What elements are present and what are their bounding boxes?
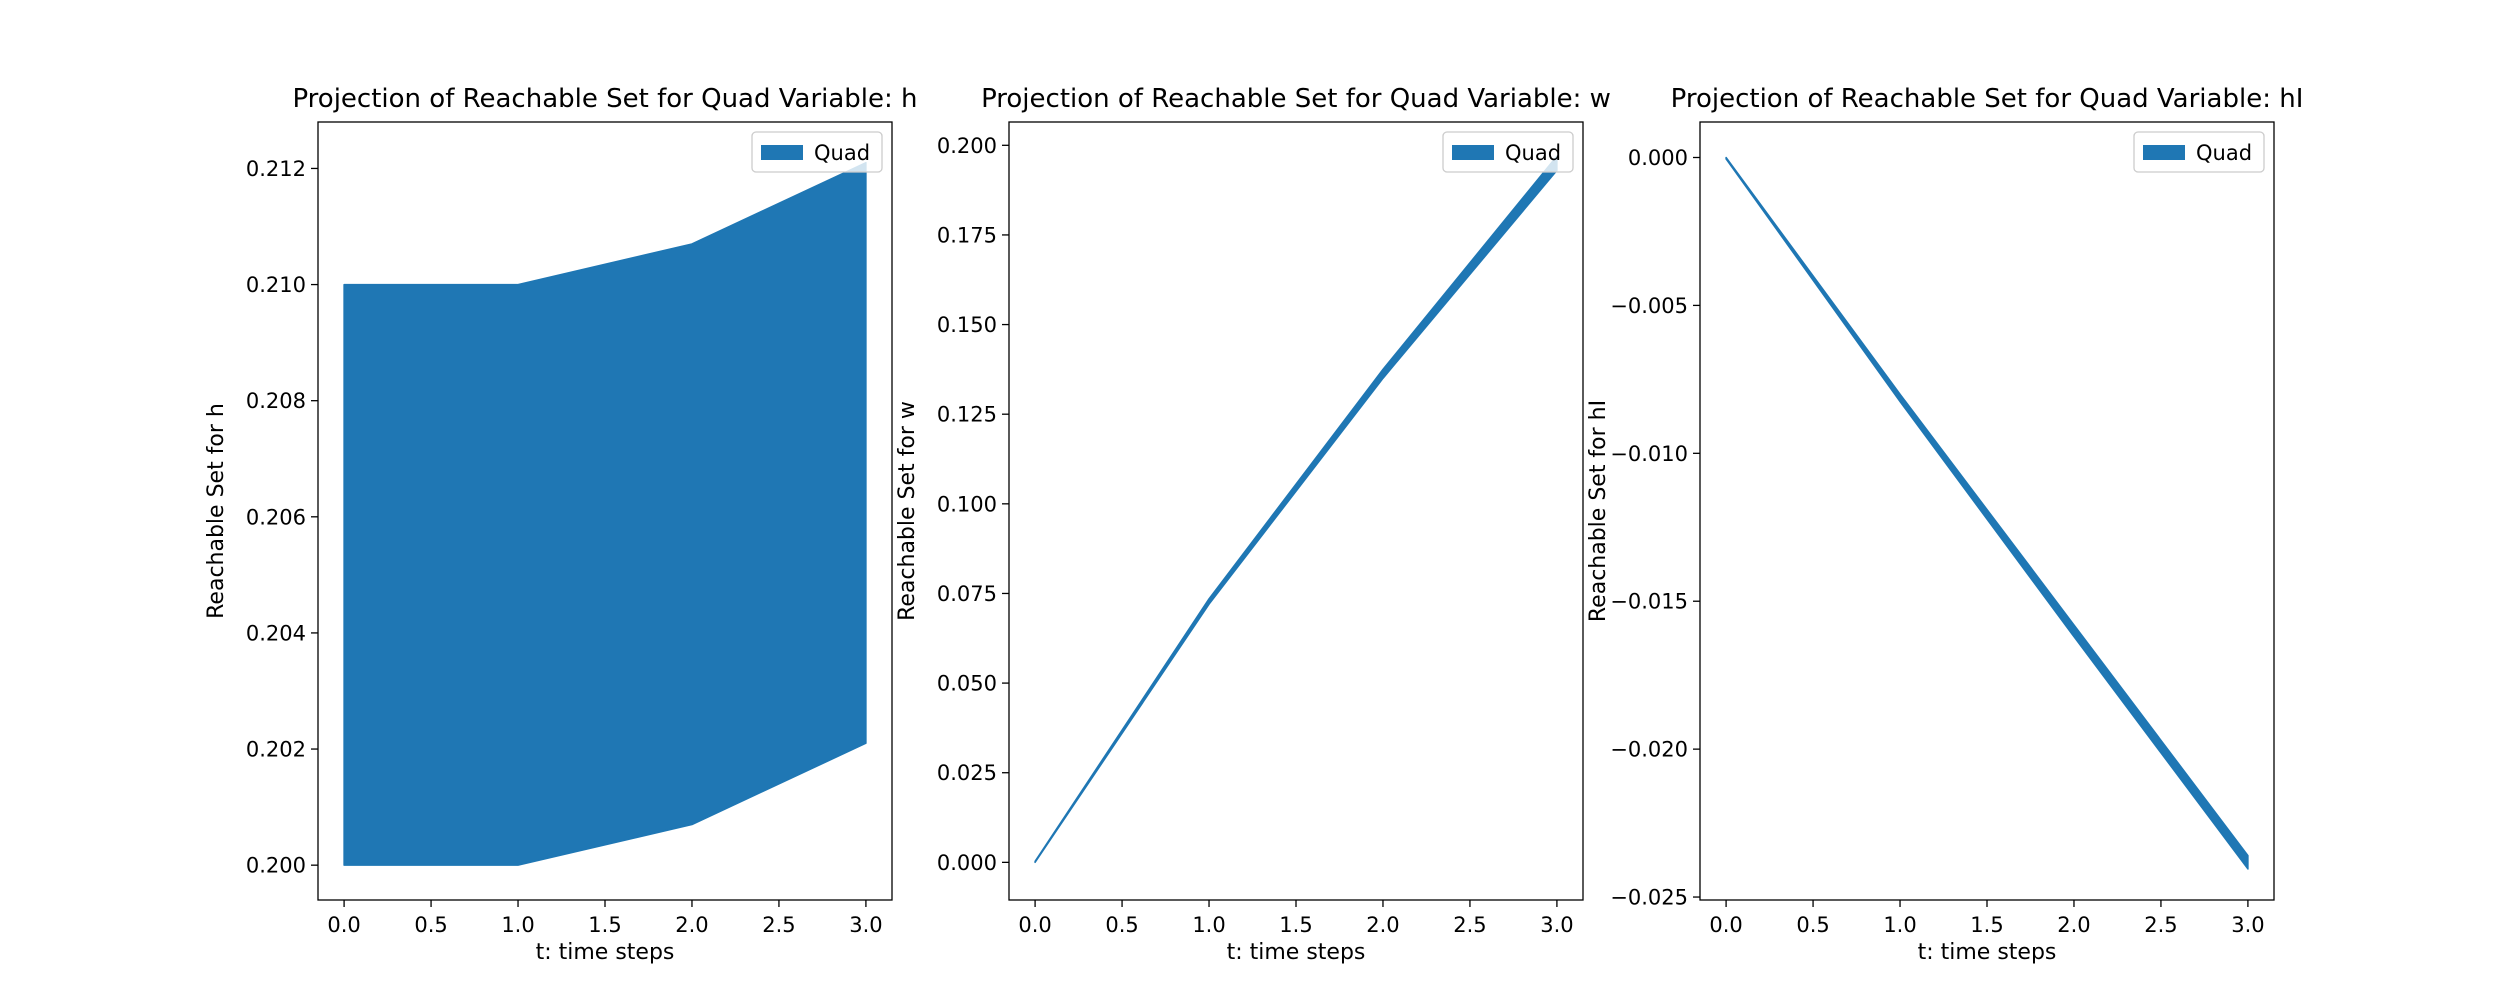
- x-tick-label: 2.0: [1366, 913, 1399, 937]
- y-tick-label: 0.206: [246, 505, 306, 529]
- y-tick-label: 0.204: [246, 621, 306, 645]
- y-tick-label: 0.000: [1628, 146, 1688, 170]
- y-tick-label: −0.010: [1610, 442, 1688, 466]
- x-tick-label: 2.5: [762, 913, 795, 937]
- chart-panel-2: 0.0 0.5 1.0 1.5 2.0 2.5 3.0 0.000 0.025 0.050 0.07…: [895, 84, 1611, 965]
- y-tick-label: 0.050: [937, 672, 997, 696]
- y-tick-label: 0.125: [937, 403, 997, 427]
- y-tick-label: −0.005: [1610, 294, 1688, 318]
- x-axis-label: t: time steps: [1918, 940, 2057, 965]
- legend: Quad: [2133, 131, 2265, 173]
- y-tick-label: −0.025: [1610, 886, 1688, 910]
- x-tick-label: 0.0: [327, 913, 360, 937]
- y-tick-label: 0.000: [937, 851, 997, 875]
- x-tick-label: 1.0: [1192, 913, 1225, 937]
- x-tick-label: 3.0: [2231, 913, 2264, 937]
- x-tick-label: 2.5: [2144, 913, 2177, 937]
- x-tick-label: 0.0: [1709, 913, 1742, 937]
- legend-box: [1442, 131, 1574, 173]
- y-tick-label: 0.175: [937, 223, 997, 247]
- x-axis-label: t: time steps: [1227, 940, 1366, 965]
- y-tick-label: −0.020: [1610, 738, 1688, 762]
- y-tick-label: 0.202: [246, 738, 306, 762]
- x-tick-label: 1.5: [1279, 913, 1312, 937]
- y-tick-label: 0.200: [246, 854, 306, 878]
- legend-swatch: [761, 145, 803, 160]
- x-tick-label: 1.0: [1883, 913, 1916, 937]
- legend-label: Quad: [2196, 141, 2252, 165]
- y-tick-label: 0.075: [937, 582, 997, 606]
- chart-title: Projection of Reachable Set for Quad Var…: [292, 84, 917, 114]
- y-axis-label: Reachable Set for hI: [1586, 400, 1611, 622]
- x-tick-label: 1.5: [588, 913, 621, 937]
- x-axis-label: t: time steps: [536, 940, 675, 965]
- x-tick-label: 2.0: [2057, 913, 2090, 937]
- x-tick-label: 1.0: [501, 913, 534, 937]
- chart-panel-1: 0.0 0.5 1.0 1.5 2.0 2.5 3.0 0.200 0.202 0.204 0.20…: [204, 84, 918, 965]
- x-tick-label: 3.0: [1540, 913, 1573, 937]
- reachable-set-band-1: [343, 161, 867, 866]
- legend-box: [2133, 131, 2265, 173]
- reachable-set-band-1: [1725, 156, 2249, 870]
- legend: Quad: [751, 131, 883, 173]
- x-tick-label: 2.5: [1453, 913, 1486, 937]
- x-tick-label: 0.5: [1796, 913, 1829, 937]
- legend: Quad: [1442, 131, 1574, 173]
- y-tick-label: 0.212: [246, 157, 306, 181]
- legend-box: [751, 131, 883, 173]
- x-tick-label: 1.5: [1970, 913, 2003, 937]
- chart-title: Projection of Reachable Set for Quad Var…: [1671, 84, 2304, 114]
- y-tick-label: 0.200: [937, 134, 997, 158]
- y-axis-label: Reachable Set for h: [204, 403, 229, 619]
- y-tick-label: 0.210: [246, 273, 306, 297]
- y-tick-label: 0.100: [937, 492, 997, 516]
- x-tick-label: 3.0: [849, 913, 882, 937]
- x-tick-label: 0.5: [1105, 913, 1138, 937]
- y-tick-label: −0.015: [1610, 590, 1688, 614]
- x-tick-label: 0.0: [1018, 913, 1051, 937]
- chart-title: Projection of Reachable Set for Quad Var…: [981, 84, 1611, 114]
- legend-label: Quad: [814, 141, 870, 165]
- legend-label: Quad: [1505, 141, 1561, 165]
- legend-swatch: [1452, 145, 1494, 160]
- y-axis-label: Reachable Set for w: [895, 401, 920, 621]
- y-tick-label: 0.150: [937, 313, 997, 337]
- reachable-set-band-1: [1034, 155, 1558, 864]
- x-tick-label: 2.0: [675, 913, 708, 937]
- y-tick-label: 0.208: [246, 389, 306, 413]
- chart-panel-3: 0.0 0.5 1.0 1.5 2.0 2.5 3.0 0.000 −0.005 −0.010 −0…: [1586, 84, 2303, 965]
- x-tick-label: 0.5: [414, 913, 447, 937]
- legend-swatch: [2143, 145, 2185, 160]
- y-tick-label: 0.025: [937, 761, 997, 785]
